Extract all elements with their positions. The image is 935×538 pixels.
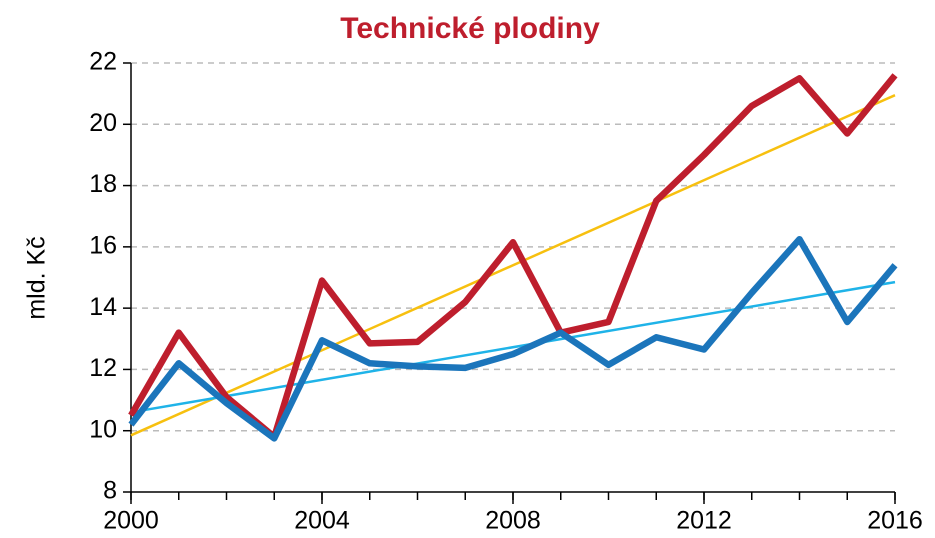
x-tick-label: 2012 [676,507,732,535]
y-tick-label: 10 [89,415,117,443]
y-tick-label: 16 [89,231,117,259]
y-tick-label: 18 [89,170,117,198]
y-tick-label: 12 [89,354,117,382]
y-tick-label: 20 [89,109,117,137]
chart-title: Technické plodiny [340,12,600,45]
y-tick-label: 14 [89,293,117,321]
y-axis-label: mld. Kč [23,236,51,319]
x-tick-label: 2004 [294,507,350,535]
x-tick-label: 2008 [485,507,541,535]
y-tick-label: 8 [103,477,117,505]
series-line [128,235,898,442]
trend-line [130,94,896,437]
trend-line [130,280,896,414]
x-tick-label: 2016 [867,507,923,535]
y-tick-label: 22 [89,48,117,76]
x-tick-label: 2000 [103,507,159,535]
